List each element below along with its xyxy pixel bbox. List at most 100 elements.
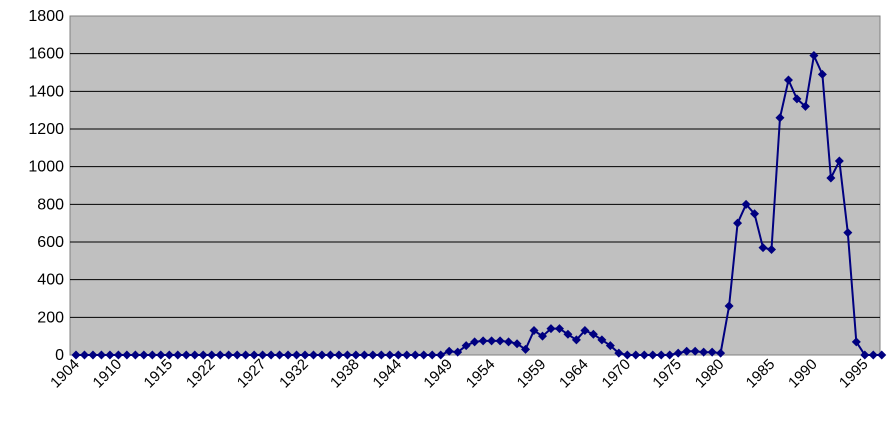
x-tick-label: 1995	[836, 356, 872, 392]
data-point	[571, 335, 581, 345]
data-point	[453, 347, 463, 357]
data-point	[207, 350, 217, 360]
data-point	[113, 350, 123, 360]
data-point	[79, 350, 89, 360]
x-tick-label: 1964	[556, 356, 592, 392]
x-tick-label: 1910	[90, 356, 126, 392]
data-point	[605, 341, 615, 351]
data-point	[351, 350, 361, 360]
data-point	[690, 346, 700, 356]
data-point	[766, 245, 776, 255]
data-point	[622, 350, 632, 360]
data-point	[122, 350, 132, 360]
data-point	[809, 51, 819, 61]
series-group	[71, 51, 887, 360]
data-point	[368, 350, 378, 360]
y-tick-label: 1800	[28, 8, 64, 25]
data-point	[402, 350, 412, 360]
data-point	[241, 350, 251, 360]
data-point	[639, 350, 649, 360]
data-point	[673, 348, 683, 358]
data-point	[71, 350, 81, 360]
data-point	[792, 94, 802, 104]
data-point	[487, 336, 497, 346]
data-point	[826, 173, 836, 183]
x-tick-label: 1990	[785, 356, 821, 392]
data-point	[707, 347, 717, 357]
data-point	[436, 350, 446, 360]
data-point	[88, 350, 98, 360]
x-tick-label: 1932	[276, 356, 312, 392]
y-tick-label: 800	[37, 196, 64, 213]
data-point	[682, 346, 692, 356]
data-point	[232, 350, 242, 360]
data-point	[699, 347, 709, 357]
data-point	[96, 350, 106, 360]
data-point	[665, 350, 675, 360]
data-point	[529, 326, 539, 336]
y-tick-label: 0	[55, 347, 64, 364]
data-point	[317, 350, 327, 360]
data-point	[563, 329, 573, 339]
y-tick-label: 600	[37, 234, 64, 251]
data-point	[156, 350, 166, 360]
data-point	[139, 350, 149, 360]
data-point	[198, 350, 208, 360]
data-point	[656, 350, 666, 360]
data-point	[554, 324, 564, 334]
data-point	[588, 329, 598, 339]
x-tick-label: 1954	[463, 356, 499, 392]
data-point	[130, 350, 140, 360]
data-point	[275, 350, 285, 360]
data-point	[537, 331, 547, 341]
data-point	[190, 350, 200, 360]
data-point	[461, 341, 471, 351]
data-point	[868, 350, 878, 360]
y-tick-label: 400	[37, 272, 64, 289]
data-point	[860, 350, 870, 360]
y-tick-label: 1400	[28, 83, 64, 100]
y-tick-label: 200	[37, 309, 64, 326]
data-point	[521, 344, 531, 354]
data-point	[181, 350, 191, 360]
x-tick-label: 1927	[234, 356, 270, 392]
x-tick-label: 1915	[141, 356, 177, 392]
y-tick-label: 1200	[28, 121, 64, 138]
data-point	[325, 350, 335, 360]
data-point	[410, 350, 420, 360]
data-point	[342, 350, 352, 360]
data-point	[292, 350, 302, 360]
x-tick-label: 1970	[599, 356, 635, 392]
data-point	[385, 350, 395, 360]
data-point	[512, 339, 522, 349]
data-point	[834, 156, 844, 166]
data-point	[444, 346, 454, 356]
data-point	[546, 324, 556, 334]
data-point	[147, 350, 157, 360]
data-point	[758, 243, 768, 253]
data-point	[470, 337, 480, 347]
y-tick-label: 1000	[28, 159, 64, 176]
x-tick-label: 1944	[370, 356, 406, 392]
data-point	[258, 350, 268, 360]
data-point	[783, 75, 793, 85]
data-point	[283, 350, 293, 360]
data-point	[504, 337, 514, 347]
x-tick-label: 1922	[183, 356, 219, 392]
data-point	[631, 350, 641, 360]
data-point	[427, 350, 437, 360]
data-point	[173, 350, 183, 360]
data-point	[800, 101, 810, 111]
data-point	[741, 199, 751, 209]
data-point	[376, 350, 386, 360]
x-tick-label: 1985	[743, 356, 779, 392]
data-point	[733, 218, 743, 228]
data-point	[300, 350, 310, 360]
x-tick-label: 1904	[47, 356, 83, 392]
data-point	[597, 335, 607, 345]
x-axis-ticks: 1904 1910 1915 1922 1927 1932 1938 1944 1949 1954…	[47, 356, 871, 392]
data-point	[164, 350, 174, 360]
data-point	[419, 350, 429, 360]
data-point	[249, 350, 259, 360]
